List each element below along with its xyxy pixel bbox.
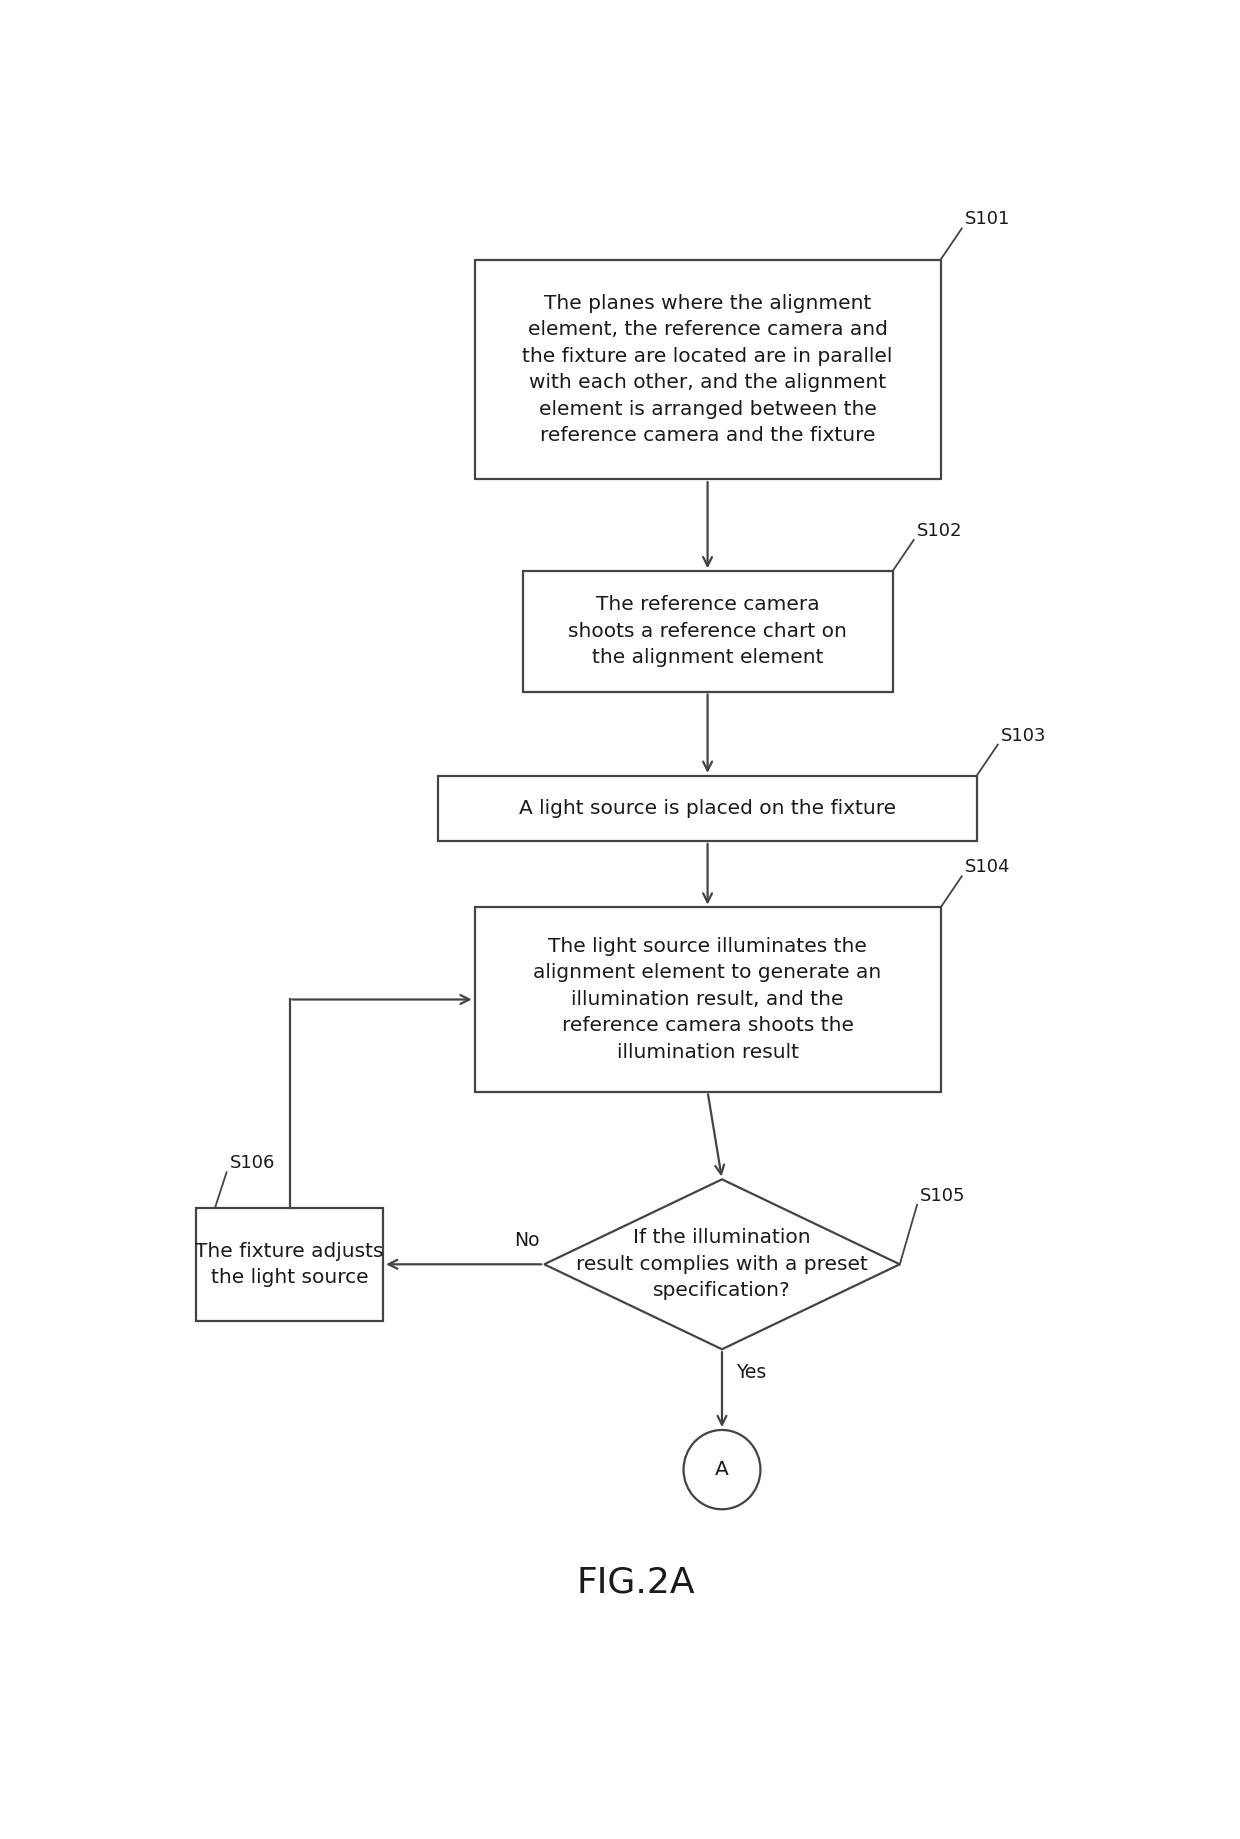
- Text: S105: S105: [920, 1186, 966, 1205]
- FancyBboxPatch shape: [439, 776, 977, 840]
- FancyBboxPatch shape: [196, 1208, 383, 1320]
- FancyBboxPatch shape: [475, 907, 941, 1092]
- Text: No: No: [513, 1230, 539, 1251]
- Text: The fixture adjusts
the light source: The fixture adjusts the light source: [195, 1241, 384, 1287]
- Text: A light source is placed on the fixture: A light source is placed on the fixture: [520, 798, 897, 818]
- Text: The light source illuminates the
alignment element to generate an
illumination r: The light source illuminates the alignme…: [533, 938, 882, 1061]
- FancyBboxPatch shape: [522, 572, 893, 691]
- Text: The planes where the alignment
element, the reference camera and
the fixture are: The planes where the alignment element, …: [522, 294, 893, 445]
- Text: FIG.2A: FIG.2A: [577, 1565, 694, 1600]
- Text: S104: S104: [965, 859, 1011, 877]
- Text: S102: S102: [916, 522, 962, 541]
- FancyBboxPatch shape: [475, 259, 941, 480]
- Text: S101: S101: [965, 210, 1011, 228]
- Polygon shape: [544, 1179, 900, 1350]
- Text: S103: S103: [1001, 726, 1047, 745]
- Text: Yes: Yes: [737, 1363, 766, 1383]
- Text: A: A: [715, 1460, 729, 1479]
- Text: The reference camera
shoots a reference chart on
the alignment element: The reference camera shoots a reference …: [568, 596, 847, 668]
- Text: S106: S106: [229, 1155, 275, 1171]
- Text: If the illumination
result complies with a preset
specification?: If the illumination result complies with…: [577, 1228, 868, 1300]
- Ellipse shape: [683, 1431, 760, 1510]
